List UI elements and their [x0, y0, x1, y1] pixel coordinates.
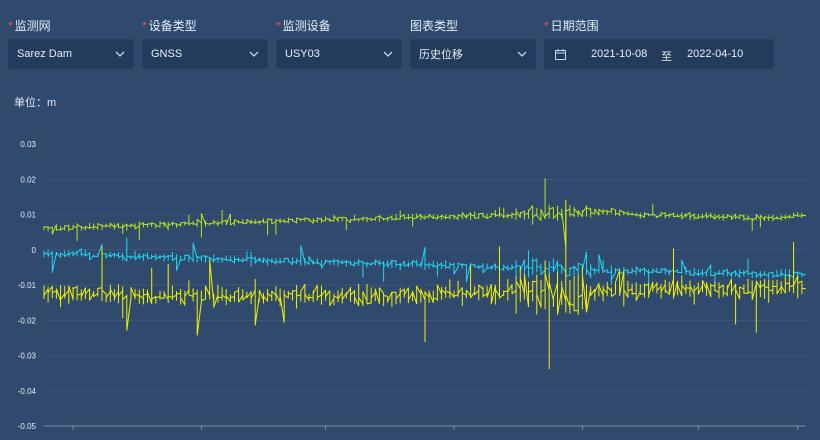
chart-grid: [44, 143, 806, 427]
y-tick-label: -0.05: [18, 422, 37, 431]
x-axis-ticks: [44, 425, 806, 430]
series-group: [43, 178, 807, 370]
end-date-input[interactable]: 2022-04-10: [687, 48, 744, 60]
device-type-select[interactable]: GNSS: [142, 39, 268, 69]
monitor-device-label: * 监测设备: [276, 19, 331, 33]
chevron-down-icon: [383, 51, 393, 57]
date-range-label: * 日期范围: [544, 19, 599, 33]
start-date-input[interactable]: 2021-10-08: [591, 48, 648, 60]
y-tick-label: -0.01: [18, 281, 37, 290]
monitor-device-value: USY03: [285, 48, 320, 60]
y-tick-label: -0.04: [18, 387, 37, 396]
y-axis-ticks: 0.03 0.02 0.01 0 -0.01 -0.02 -0.03 -0.04 -0.05: [18, 140, 37, 431]
chart-type-field: 图表类型 历史位移: [410, 18, 536, 69]
filter-bar: * 监测网 Sarez Dam * 设备类型 GNSS * 监测设备 USY03 图表…: [8, 18, 812, 70]
required-marker: *: [8, 19, 13, 33]
y-tick-label: -0.02: [18, 316, 37, 325]
calendar-icon: [555, 49, 566, 60]
chart-type-select[interactable]: 历史位移: [410, 39, 536, 69]
required-marker: *: [544, 19, 549, 33]
monitor-network-label: * 监测网: [8, 19, 51, 33]
date-separator: 至: [661, 51, 672, 63]
monitor-network-value: Sarez Dam: [17, 48, 73, 60]
monitor-device-field: * 监测设备 USY03: [276, 18, 402, 69]
unit-label: 单位：m: [14, 97, 57, 109]
chart-type-label: 图表类型: [410, 19, 459, 33]
y-tick-label: 0.03: [20, 140, 36, 149]
chart-type-value: 历史位移: [419, 49, 463, 61]
device-type-label: * 设备类型: [142, 19, 197, 33]
displacement-chart: 0.03 0.02 0.01 0 -0.01 -0.02 -0.03 -0.04 -0.05: [18, 140, 807, 431]
device-type-value: GNSS: [151, 48, 183, 60]
y-tick-label: -0.03: [18, 352, 37, 361]
monitor-network-field: * 监测网 Sarez Dam: [8, 18, 134, 69]
chevron-down-icon: [115, 51, 125, 57]
series-line-1: [43, 237, 807, 309]
y-tick-label: 0: [32, 246, 37, 255]
date-range-picker[interactable]: 2021-10-08 至 2022-04-10: [544, 39, 774, 69]
y-tick-label: 0.01: [20, 211, 36, 220]
required-marker: *: [142, 19, 147, 33]
chevron-down-icon: [517, 51, 527, 57]
y-tick-label: 0.02: [20, 175, 36, 184]
series-line-0: [43, 178, 807, 248]
date-range-field: * 日期范围 2021-10-08 至 2022-04-10: [544, 18, 774, 69]
required-marker: *: [276, 19, 281, 33]
series-line-2: [43, 200, 807, 370]
device-type-field: * 设备类型 GNSS: [142, 18, 268, 69]
chevron-down-icon: [249, 51, 259, 57]
monitor-device-select[interactable]: USY03: [276, 39, 402, 69]
monitor-network-select[interactable]: Sarez Dam: [8, 39, 134, 69]
